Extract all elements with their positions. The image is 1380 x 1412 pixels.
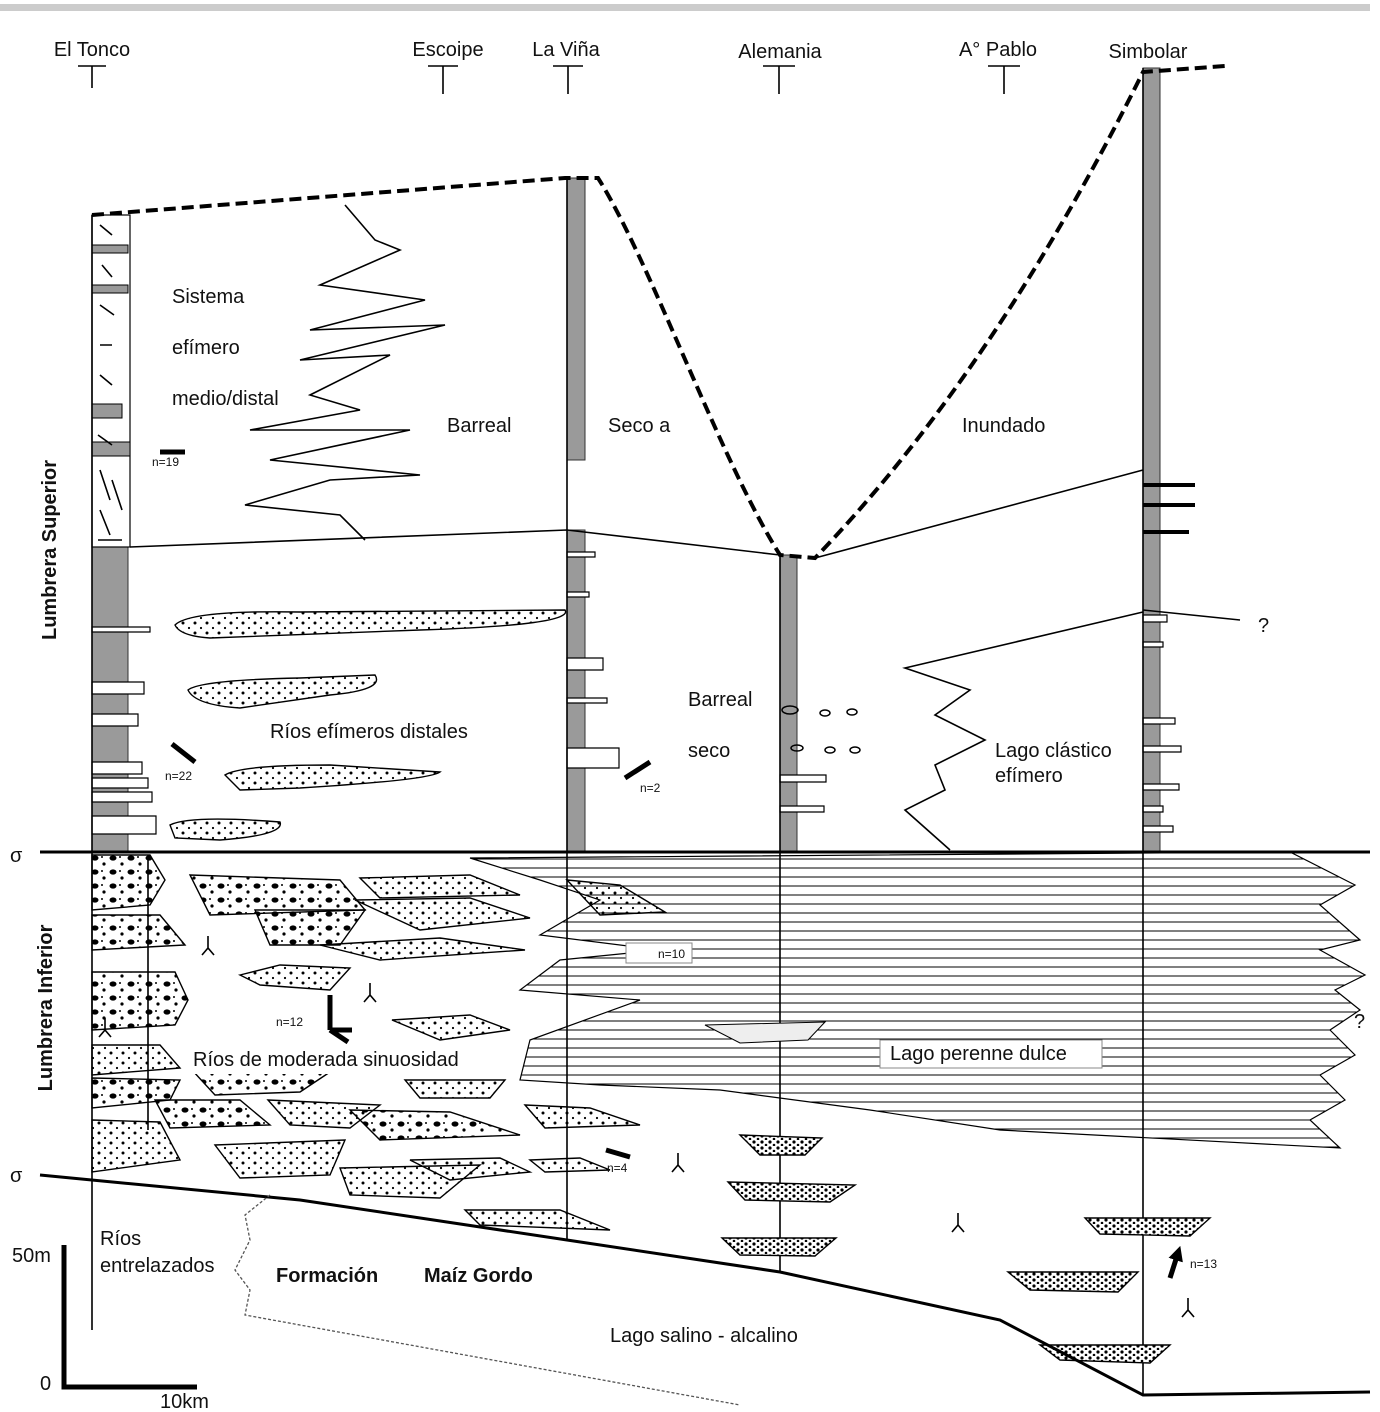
column: [1143, 68, 1160, 852]
paleocurrent-label: n=13: [1190, 1257, 1217, 1271]
facies-label: Sistema: [172, 286, 245, 308]
channel: [255, 910, 365, 945]
cross-section: El Tonco Escoipe La Viña Alemania A° Pab…: [0, 0, 1380, 1412]
channel: [92, 915, 185, 950]
boundary-symbol: σ: [10, 1165, 23, 1187]
channel: [1008, 1272, 1138, 1292]
paleocurrent-label: n=19: [152, 455, 179, 469]
channel: [525, 1105, 640, 1128]
facies-label: Seco a: [608, 415, 671, 437]
channel: [190, 875, 365, 915]
paleocurrent-label: n=22: [165, 769, 192, 783]
facies-label: efímero: [172, 337, 240, 359]
section-markers: [78, 66, 1020, 94]
channel: [350, 1110, 520, 1140]
column: [567, 530, 585, 852]
channel: [1085, 1218, 1210, 1236]
channel: [92, 972, 188, 1030]
paleocurrent-label: n=10: [658, 947, 685, 961]
channel: [355, 898, 530, 930]
facies-label: Ríos de moderada sinuosidad: [193, 1049, 459, 1071]
column: [92, 215, 130, 547]
channel: [392, 1015, 510, 1040]
section-name: Escoipe: [412, 39, 483, 61]
column: [567, 178, 585, 460]
facies-label: Lago perenne dulce: [890, 1043, 1067, 1065]
unit-label: Lumbrera Inferior: [35, 924, 57, 1091]
channel: [92, 1120, 180, 1172]
channel: [728, 1182, 855, 1202]
paleocurrent-label: n=2: [640, 781, 661, 795]
facies-label: Inundado: [962, 415, 1045, 437]
channel: [1040, 1345, 1170, 1363]
channel: [240, 965, 350, 990]
section-name: El Tonco: [54, 39, 130, 61]
facies-label: Formación: [276, 1265, 378, 1287]
section-name: Simbolar: [1109, 41, 1188, 63]
scale-label: 0: [40, 1373, 51, 1395]
facies-label: efímero: [995, 765, 1063, 787]
interfingering: [905, 612, 1143, 850]
channel: [215, 1140, 345, 1178]
channel: [175, 610, 566, 638]
channel: [188, 675, 377, 708]
channel: [92, 855, 165, 910]
boundary-symbol: σ: [10, 845, 23, 867]
section-name: A° Pablo: [959, 39, 1037, 61]
paleocurrent-label: n=4: [607, 1161, 628, 1175]
channel: [740, 1135, 822, 1155]
scale-label: 50m: [12, 1245, 51, 1267]
channel: [170, 819, 280, 840]
channel: [405, 1080, 505, 1098]
section-name: La Viña: [532, 39, 600, 61]
sequence-boundary: [40, 1175, 1370, 1395]
channel: [225, 765, 440, 790]
contact: [130, 470, 1240, 620]
channel: [92, 1045, 180, 1075]
facies-label: Maíz Gordo: [424, 1265, 533, 1287]
top-bar: [0, 4, 1370, 11]
uncertain-mark: ?: [1354, 1011, 1365, 1033]
column: [92, 545, 128, 852]
channel: [722, 1238, 836, 1256]
facies-label: seco: [688, 740, 730, 762]
facies-label: Lago salino - alcalino: [610, 1325, 798, 1347]
upper-surface: [92, 66, 1225, 558]
unit-label: Lumbrera Superior: [39, 460, 61, 640]
formation-contact: [235, 1195, 740, 1405]
channel: [155, 1100, 270, 1128]
uncertain-mark: ?: [1258, 615, 1269, 637]
channel: [320, 938, 525, 960]
scale-label: 10km: [160, 1391, 209, 1412]
interfingering: [245, 205, 445, 540]
facies-label: medio/distal: [172, 388, 279, 410]
facies-label: Ríos efímeros distales: [270, 721, 468, 743]
facies-label: Ríos: [100, 1228, 141, 1250]
channel: [530, 1158, 610, 1172]
paleocurrent-label: n=12: [276, 1015, 303, 1029]
section-name: Alemania: [738, 41, 822, 63]
facies-label: Barreal: [447, 415, 511, 437]
facies-label: Lago clástico: [995, 740, 1112, 762]
facies-label: Barreal: [688, 689, 752, 711]
facies-label: entrelazados: [100, 1255, 215, 1277]
channel: [360, 875, 520, 898]
